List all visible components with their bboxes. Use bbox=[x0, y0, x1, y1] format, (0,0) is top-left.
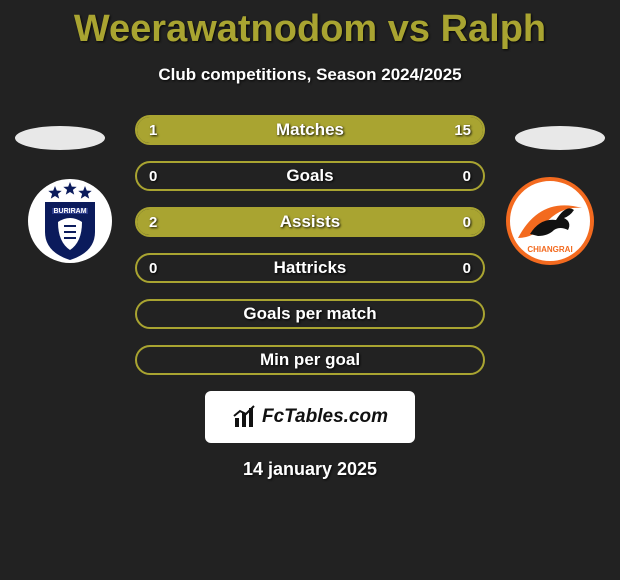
stat-label: Goals bbox=[137, 163, 483, 189]
stat-row: Assists2 0 bbox=[135, 207, 485, 237]
club-badge-left: BURIRAM bbox=[20, 176, 120, 266]
date: 14 january 2025 bbox=[0, 459, 620, 480]
brand-box[interactable]: FcTables.com bbox=[205, 391, 415, 443]
stat-row: Matches1 15 bbox=[135, 115, 485, 145]
brand-text: FcTables.com bbox=[262, 406, 388, 428]
stat-value-left: 2 bbox=[149, 209, 157, 235]
page-title: Weerawatnodom vs Ralph bbox=[0, 0, 620, 51]
player-silhouette-right bbox=[515, 126, 605, 150]
player-silhouette-left bbox=[15, 126, 105, 150]
stats-container: Matches115Goals00Assists20Hattricks00Goa… bbox=[135, 115, 485, 375]
svg-text:BURIRAM: BURIRAM bbox=[53, 208, 86, 215]
svg-text:CHIANGRAI: CHIANGRAI bbox=[527, 245, 572, 254]
stat-row: Min per goal bbox=[135, 345, 485, 375]
stat-label: Matches bbox=[137, 117, 483, 143]
stat-value-right: 0 bbox=[463, 255, 471, 281]
stat-label: Assists bbox=[137, 209, 483, 235]
stat-value-right: 0 bbox=[463, 209, 471, 235]
stat-value-left: 1 bbox=[149, 117, 157, 143]
stat-row: Goals per match bbox=[135, 299, 485, 329]
brand-chart-icon bbox=[232, 404, 258, 430]
stat-value-left: 0 bbox=[149, 255, 157, 281]
stat-label: Goals per match bbox=[137, 301, 483, 327]
stat-row: Goals0 0 bbox=[135, 161, 485, 191]
stat-value-right: 15 bbox=[454, 117, 471, 143]
stat-value-left: 0 bbox=[149, 163, 157, 189]
stat-value-right: 0 bbox=[463, 163, 471, 189]
stat-label: Hattricks bbox=[137, 255, 483, 281]
subtitle: Club competitions, Season 2024/2025 bbox=[0, 65, 620, 85]
stat-label: Min per goal bbox=[137, 347, 483, 373]
stat-row: Hattricks0 0 bbox=[135, 253, 485, 283]
club-badge-right: CHIANGRAI bbox=[500, 176, 600, 266]
